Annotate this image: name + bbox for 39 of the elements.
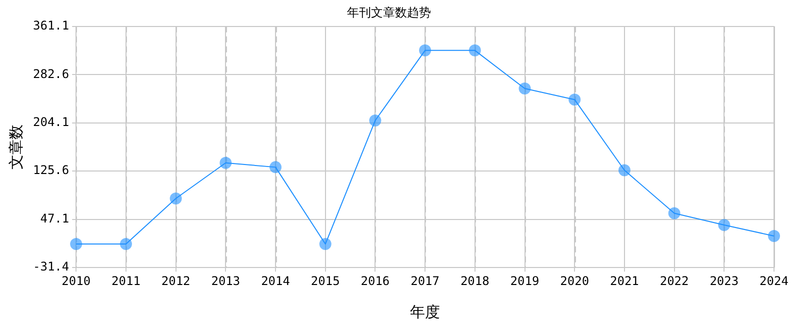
x-tick-label: 2014 (261, 274, 290, 288)
point (668, 207, 680, 220)
x-tick-label: 2021 (610, 274, 639, 288)
x-tick-label: 2012 (161, 274, 190, 288)
x-tick-label: 2013 (211, 274, 240, 288)
x-tick-label: 2010 (62, 274, 91, 288)
point (568, 94, 581, 106)
x-axis-title: 年度 (410, 302, 440, 321)
point (618, 164, 630, 176)
point (220, 156, 232, 169)
x-tick-label: 2011 (112, 274, 140, 288)
point (170, 192, 182, 205)
point (419, 44, 432, 56)
x-tick-label: 2015 (310, 274, 340, 288)
point (468, 44, 481, 56)
point (70, 238, 82, 250)
y-axis-title: 文章数 (6, 124, 25, 170)
point (718, 218, 730, 231)
x-tick-label: 2023 (710, 274, 739, 288)
point (518, 82, 531, 95)
x-tick-label: 2016 (360, 274, 390, 288)
x-tick-label: 2020 (560, 274, 590, 288)
point (319, 238, 332, 250)
x-tick-label: 2017 (410, 274, 440, 288)
chart-title: 年刊文章数趋势 (347, 5, 431, 20)
y-tick-label: -31.4 (33, 260, 70, 274)
point (120, 238, 132, 250)
y-tick-label: 47.1 (40, 211, 70, 226)
point (270, 161, 282, 174)
y-tick-label: 125.6 (33, 163, 70, 178)
point (369, 114, 382, 126)
y-tick-label: 361.1 (33, 18, 70, 33)
x-tick-label: 2019 (510, 274, 540, 288)
x-tick-label: 2022 (660, 274, 689, 288)
x-tick-label: 2018 (460, 274, 490, 288)
y-tick-label: 204.1 (33, 115, 70, 130)
point (768, 230, 780, 242)
y-tick-label: 282.6 (33, 66, 70, 81)
x-tick-label: 2024 (760, 274, 788, 288)
